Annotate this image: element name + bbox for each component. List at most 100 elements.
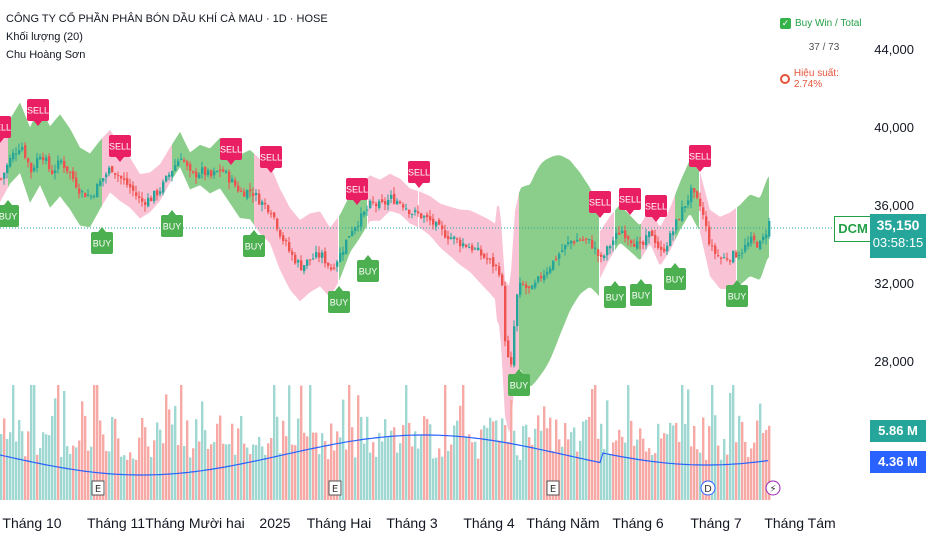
candle-body: [384, 201, 387, 205]
candle-body: [75, 177, 78, 188]
candle-body: [309, 259, 312, 261]
candle-body: [315, 252, 318, 258]
volume-bar: [393, 427, 396, 500]
volume-bar: [384, 419, 387, 500]
volume-bar: [99, 420, 102, 500]
candle-body: [123, 178, 126, 181]
candle-body: [540, 276, 543, 279]
candle-body: [201, 167, 204, 174]
volume-bar: [105, 450, 108, 500]
volume-bar: [321, 433, 324, 500]
candle-body: [561, 250, 564, 252]
last-volume-badge: 5.86 M: [870, 420, 926, 442]
volume-bar: [312, 432, 315, 500]
volume-bar: [678, 441, 681, 500]
signal-label: BUY: [632, 291, 651, 301]
volume-bar: [558, 439, 561, 500]
volume-bar: [306, 436, 309, 500]
volume-bar: [63, 390, 66, 500]
volume-indicator-label[interactable]: Khối lượng (20): [6, 31, 83, 43]
candle-body: [297, 260, 300, 263]
candle-body: [621, 230, 624, 234]
time-tick-label: Tháng 10: [2, 515, 62, 531]
volume-bar: [255, 445, 258, 500]
candle-body: [225, 171, 228, 173]
candle-body: [366, 209, 369, 211]
volume-bar: [279, 453, 282, 500]
candle-body: [291, 251, 294, 255]
last-price-badge: 35,150 03:58:15: [870, 214, 926, 258]
candle-body: [420, 213, 423, 219]
candle-body: [222, 169, 225, 172]
volume-bar: [696, 449, 699, 500]
volume-bar: [327, 459, 330, 500]
candle-body: [63, 161, 66, 169]
signal-badge: [328, 291, 350, 313]
candle-body: [42, 157, 45, 161]
volume-bar: [543, 406, 546, 500]
volume-bar: [162, 443, 165, 500]
volume-bar: [522, 426, 525, 500]
signal-pointer: [267, 168, 275, 173]
volume-bar: [717, 445, 720, 500]
sell-signal: SELL: [589, 191, 611, 218]
volume-bar: [627, 385, 630, 500]
time-tick-label: Tháng 11: [86, 515, 146, 531]
candle-body: [615, 232, 618, 240]
time-tick-label: Tháng Mười hai: [145, 515, 245, 531]
dividend-marker: [700, 480, 716, 496]
volume-bar: [159, 429, 162, 500]
signal-label: SELL: [0, 123, 11, 133]
candle-body: [378, 201, 381, 209]
band-pink: [419, 191, 519, 433]
volume-bar: [471, 442, 474, 500]
candle-body: [144, 202, 147, 205]
candle-body: [537, 276, 540, 282]
volume-bar: [273, 385, 276, 500]
volume-bar: [714, 415, 717, 500]
candle-body: [555, 258, 558, 260]
volume-bar: [201, 401, 204, 500]
candle-body: [39, 156, 42, 160]
candle-body: [693, 187, 696, 193]
candle-body: [612, 240, 615, 246]
volume-bar: [87, 450, 90, 500]
candle-body: [135, 192, 138, 196]
candle-body: [204, 167, 207, 176]
band-green: [737, 176, 769, 287]
time-tick-label: Tháng 7: [690, 515, 742, 531]
signal-badge: [220, 138, 242, 160]
signal-badge: [619, 188, 641, 210]
candle-body: [603, 255, 606, 259]
candle-body: [534, 282, 537, 288]
candle-body: [639, 241, 642, 244]
signal-badge: [243, 235, 265, 257]
candle-body: [738, 255, 741, 257]
volume-bar: [261, 446, 264, 500]
volume-bar: [624, 442, 627, 500]
signal-label: BUY: [666, 275, 685, 285]
volume-bar: [432, 458, 435, 500]
volume-bar: [390, 430, 393, 500]
candle-body: [90, 196, 93, 198]
volume-bar: [648, 448, 651, 500]
volume-bar: [708, 426, 711, 500]
volume-bar: [33, 385, 36, 500]
volume-bar: [501, 418, 504, 500]
volume-bar: [252, 444, 255, 500]
candle-body: [486, 258, 489, 260]
volume-bar: [369, 452, 372, 500]
candle-body: [483, 253, 486, 258]
candle-body: [207, 170, 210, 175]
candle-body: [57, 160, 60, 170]
volume-bar: [48, 435, 51, 500]
buy-win-label: Buy Win / Total: [795, 17, 862, 29]
author-label: Chu Hoàng Sơn: [6, 49, 86, 61]
candle-body: [339, 253, 342, 262]
candle-body: [357, 225, 360, 227]
candle-body: [660, 246, 663, 250]
volume-bar: [192, 448, 195, 500]
signal-label: SELL: [589, 198, 611, 208]
signal-pointer: [227, 160, 235, 165]
